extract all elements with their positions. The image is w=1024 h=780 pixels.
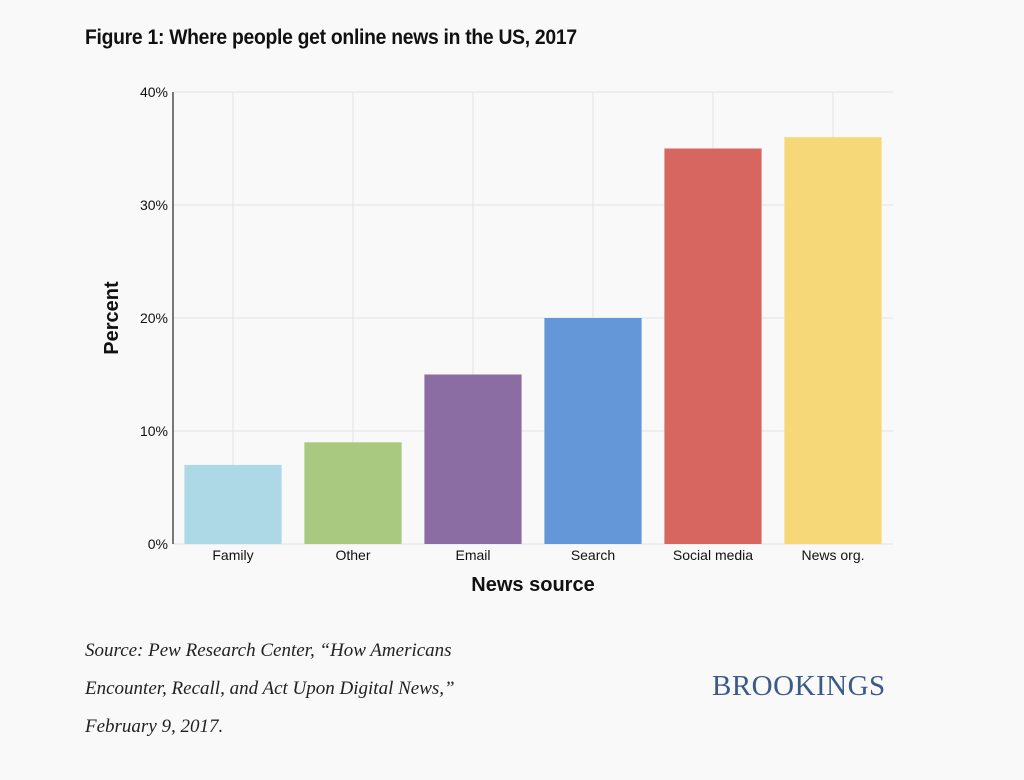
bar-family [184,464,282,544]
bar-news-org [784,137,882,544]
x-tick-label: News org. [801,547,864,563]
y-tick-label: 40% [140,84,168,100]
bar-email [424,374,522,544]
x-axis-label: News source [471,574,594,596]
y-tick-label: 10% [140,423,168,439]
bar-chart: 0% 10% 20% 30% 40% Family Other Email Search Soc… [101,84,893,596]
source-line: February 9, 2017. [85,716,224,737]
bar-social-media [664,148,762,544]
chart-bars [184,137,882,544]
x-tick-label: Email [455,547,490,563]
x-tick-label: Other [335,547,370,563]
bar-other [304,442,402,544]
brookings-logo: BROOKINGS [712,670,886,702]
bar-search [544,318,642,544]
x-tick-label: Family [212,547,253,563]
source-note: Source: Pew Research Center, “How Americ… [85,632,555,746]
y-tick-label: 30% [140,197,168,213]
x-tick-label: Search [571,547,615,563]
y-tick-label: 0% [148,536,168,552]
x-tick-label: Social media [673,547,753,563]
source-line: Source: Pew Research Center, “How Americ… [85,640,452,661]
figure-title: Figure 1: Where people get online news i… [85,26,577,49]
y-axis-label: Percent [101,281,123,355]
source-line: Encounter, Recall, and Act Upon Digital … [85,678,455,699]
x-tick-labels: Family Other Email Search Social media News o… [212,547,864,563]
y-tick-label: 20% [140,310,168,326]
y-tick-labels: 0% 10% 20% 30% 40% [140,84,168,552]
